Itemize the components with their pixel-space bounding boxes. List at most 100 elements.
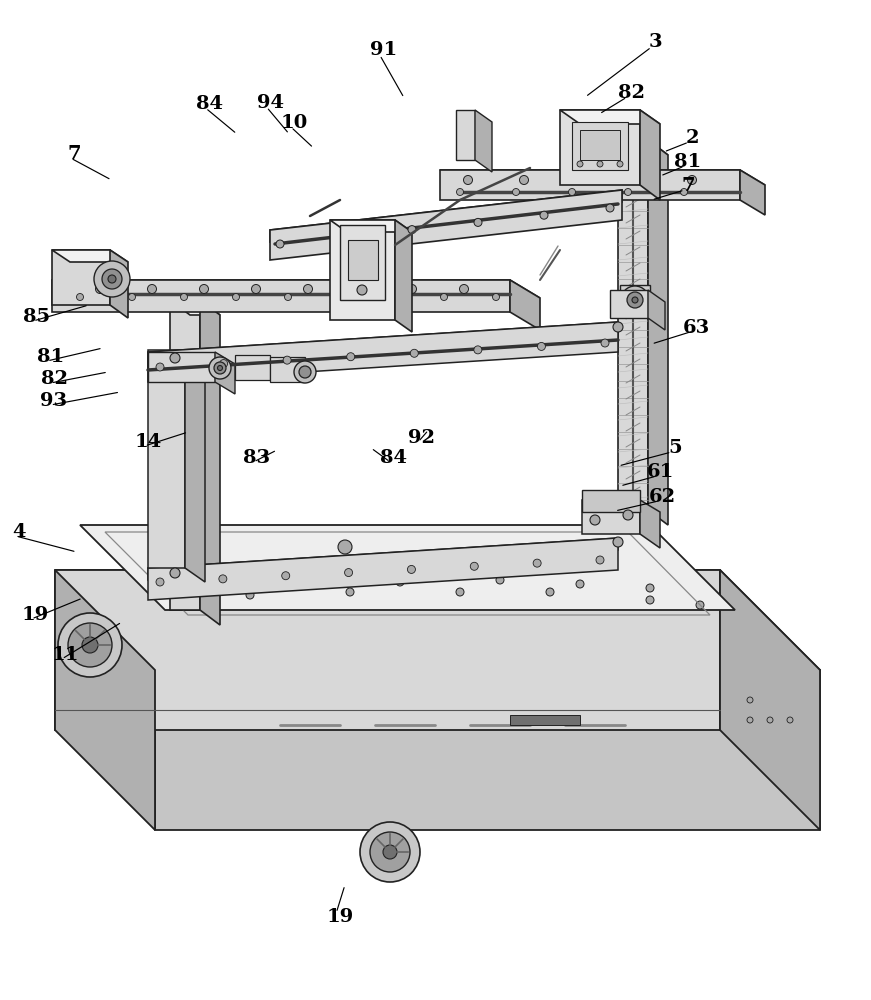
Circle shape (82, 637, 98, 653)
Text: 84: 84 (381, 449, 407, 467)
Polygon shape (110, 250, 128, 318)
Circle shape (456, 188, 463, 196)
Circle shape (170, 353, 180, 363)
Polygon shape (330, 220, 395, 320)
Circle shape (621, 286, 649, 314)
Polygon shape (648, 290, 665, 330)
Circle shape (470, 562, 478, 570)
Circle shape (601, 339, 609, 347)
Circle shape (199, 284, 208, 294)
Polygon shape (475, 110, 492, 172)
Circle shape (787, 717, 793, 723)
Text: 93: 93 (40, 392, 68, 410)
Circle shape (474, 346, 482, 354)
Circle shape (631, 176, 640, 184)
Circle shape (299, 366, 311, 378)
Text: 82: 82 (618, 84, 645, 102)
Circle shape (496, 576, 504, 584)
Circle shape (347, 353, 354, 361)
Text: 82: 82 (41, 370, 67, 388)
Circle shape (569, 188, 576, 196)
Circle shape (632, 297, 638, 303)
Circle shape (129, 294, 136, 300)
Polygon shape (440, 170, 765, 185)
Text: 81: 81 (674, 153, 702, 171)
Circle shape (58, 613, 122, 677)
Polygon shape (148, 538, 618, 580)
Circle shape (283, 356, 291, 364)
Circle shape (246, 591, 254, 599)
Circle shape (463, 176, 472, 184)
Polygon shape (582, 500, 640, 534)
Polygon shape (170, 300, 220, 315)
Polygon shape (720, 570, 820, 830)
Text: 3: 3 (648, 33, 662, 51)
Circle shape (281, 572, 290, 580)
Polygon shape (340, 225, 385, 300)
Polygon shape (560, 110, 640, 185)
Circle shape (747, 717, 753, 723)
Text: 7: 7 (67, 145, 81, 163)
Circle shape (156, 578, 164, 586)
Circle shape (627, 292, 643, 308)
Circle shape (576, 580, 584, 588)
Text: 7: 7 (681, 177, 695, 195)
Text: 91: 91 (369, 41, 397, 59)
Circle shape (209, 357, 231, 379)
Polygon shape (170, 300, 200, 610)
Text: 84: 84 (196, 95, 222, 113)
Polygon shape (510, 715, 580, 725)
Circle shape (519, 176, 529, 184)
Circle shape (345, 569, 353, 577)
Circle shape (577, 161, 583, 167)
Circle shape (296, 581, 304, 589)
Circle shape (597, 161, 603, 167)
Polygon shape (640, 110, 660, 200)
Circle shape (456, 588, 464, 596)
Circle shape (646, 596, 654, 604)
Circle shape (102, 269, 122, 289)
Text: 2: 2 (685, 129, 699, 147)
Polygon shape (618, 140, 668, 155)
Text: 61: 61 (646, 463, 674, 481)
Polygon shape (270, 190, 622, 242)
Circle shape (346, 588, 354, 596)
Text: 92: 92 (408, 429, 435, 447)
Polygon shape (270, 357, 305, 382)
Polygon shape (330, 220, 412, 232)
Circle shape (383, 845, 397, 859)
Circle shape (606, 204, 614, 212)
Circle shape (338, 540, 352, 554)
Polygon shape (270, 190, 622, 260)
Polygon shape (640, 500, 660, 548)
Circle shape (623, 510, 633, 520)
Circle shape (590, 515, 600, 525)
Polygon shape (80, 525, 735, 610)
Polygon shape (148, 322, 618, 370)
Circle shape (396, 578, 404, 586)
Polygon shape (52, 280, 510, 312)
Circle shape (460, 284, 469, 294)
Circle shape (388, 294, 395, 300)
Circle shape (370, 832, 410, 872)
Circle shape (252, 284, 260, 294)
Text: 81: 81 (37, 348, 64, 366)
Circle shape (219, 360, 227, 368)
Circle shape (540, 211, 548, 219)
Polygon shape (620, 285, 650, 315)
Polygon shape (52, 250, 110, 305)
Circle shape (94, 261, 130, 297)
Circle shape (285, 294, 292, 300)
Polygon shape (52, 280, 540, 298)
Circle shape (767, 717, 773, 723)
Circle shape (214, 362, 226, 374)
Circle shape (77, 294, 84, 300)
Circle shape (613, 537, 623, 547)
Circle shape (96, 284, 105, 294)
Circle shape (180, 294, 187, 300)
Text: 85: 85 (23, 308, 51, 326)
Circle shape (696, 601, 704, 609)
Polygon shape (155, 670, 820, 830)
Circle shape (408, 284, 416, 294)
Circle shape (219, 575, 226, 583)
